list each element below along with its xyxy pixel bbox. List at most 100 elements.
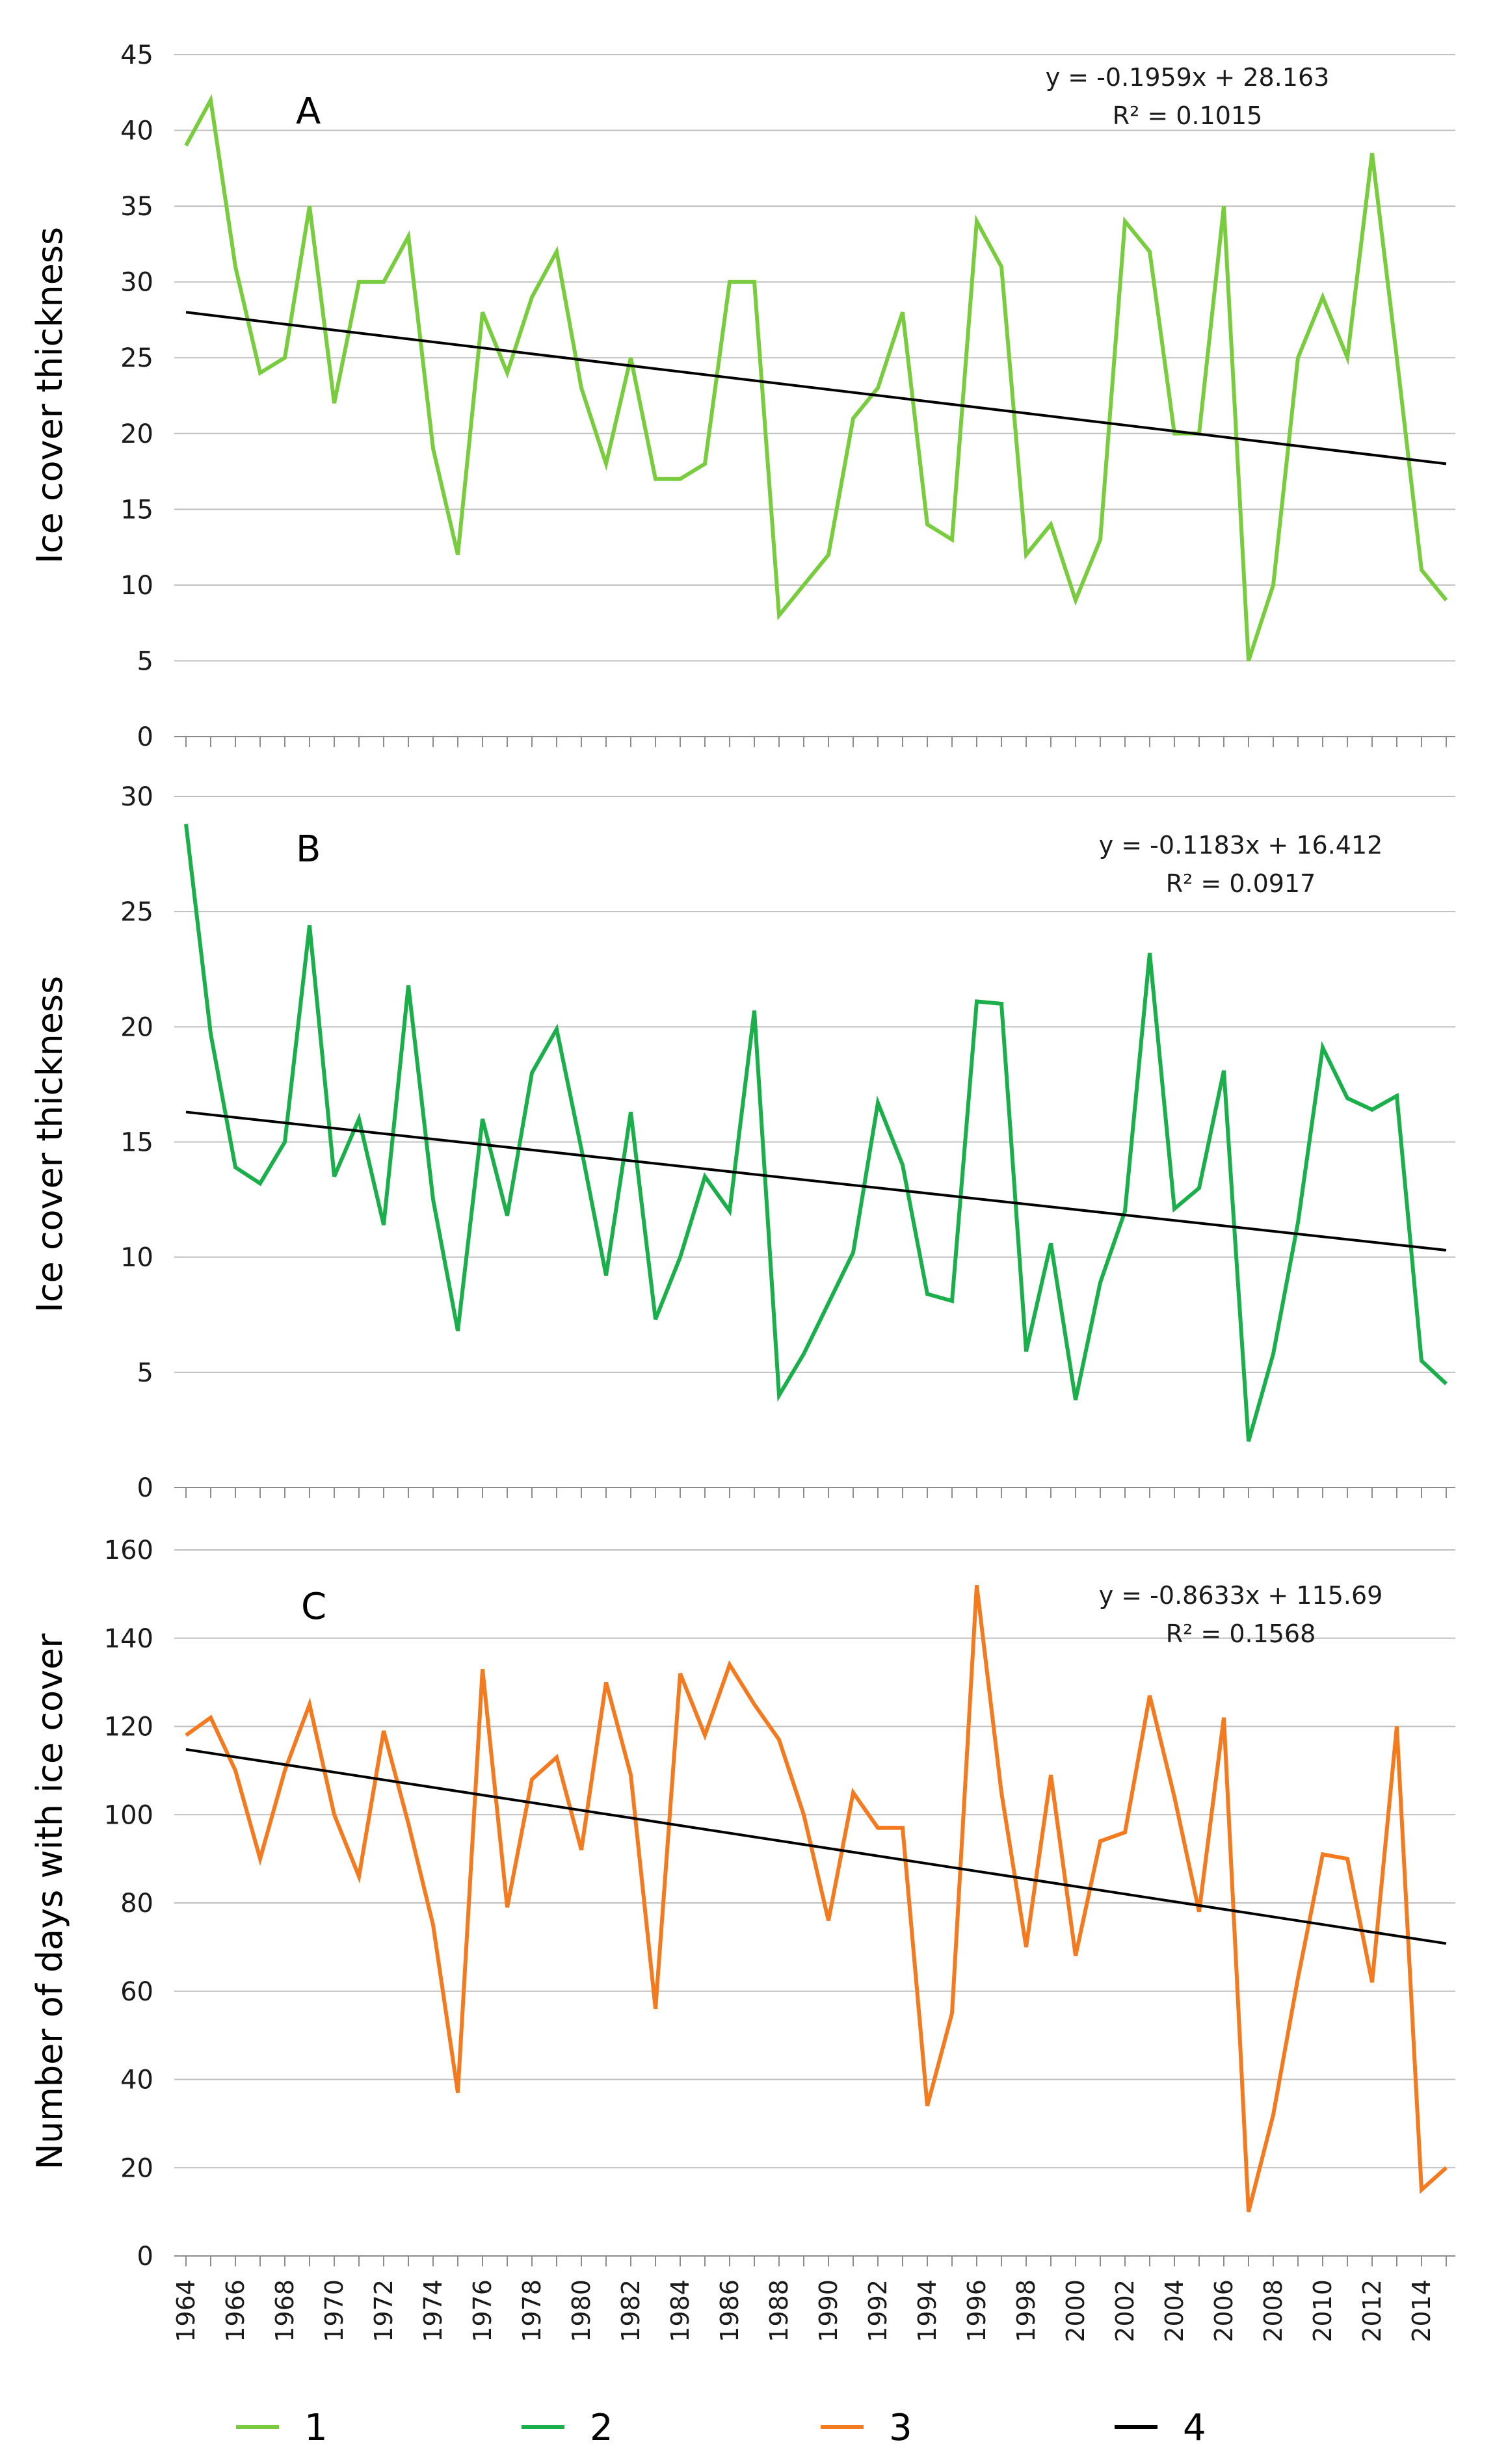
data-point [802, 584, 805, 586]
y-axis-label: Ice cover thickness [29, 227, 70, 564]
data-point [1173, 1207, 1176, 1210]
data-point [531, 296, 533, 298]
data-point [456, 2091, 459, 2094]
trend-line [185, 1748, 1447, 1945]
data-point [308, 924, 311, 926]
y-tick-label: 0 [137, 1473, 153, 1503]
data-point [1050, 523, 1052, 526]
x-tick-label: 2008 [1259, 2279, 1288, 2342]
data-point [1420, 569, 1423, 571]
data-point [877, 1101, 879, 1104]
data-point [506, 1214, 509, 1217]
series-line-2 [184, 824, 1448, 1442]
data-point [407, 984, 410, 987]
data-point [1346, 1857, 1349, 1860]
data-point [827, 1919, 830, 1922]
data-point [407, 235, 410, 238]
data-point [728, 281, 731, 283]
data-point [1148, 250, 1151, 253]
data-point [234, 265, 237, 268]
data-point [555, 250, 558, 253]
y-tick-label: 40 [120, 116, 153, 146]
data-point [1247, 2210, 1250, 2213]
data-point [852, 1791, 854, 1794]
data-point [778, 1394, 780, 1396]
data-point [432, 1198, 434, 1201]
data-point [1074, 1398, 1077, 1401]
data-point [506, 372, 509, 374]
data-point [1025, 1350, 1027, 1353]
data-point [506, 1906, 509, 1909]
data-point [284, 1141, 286, 1144]
data-point [1198, 1186, 1200, 1189]
panel-label: C [301, 1586, 326, 1628]
data-point [284, 1769, 286, 1772]
data-point [1346, 1097, 1349, 1099]
x-tick-label: 2010 [1308, 2279, 1337, 2342]
data-point [1371, 1108, 1373, 1111]
y-tick-label: 0 [137, 2242, 153, 2272]
data-point [605, 1681, 607, 1684]
chart-panel-c: 0 20 40 60 80 100 120 140 160 Number of days with… [29, 1536, 1455, 2272]
data-point [802, 1352, 805, 1355]
y-tick-label: 40 [120, 2065, 153, 2095]
data-point [407, 1822, 410, 1825]
data-point [852, 1252, 854, 1254]
data-point [1148, 1694, 1151, 1697]
data-point [333, 1175, 336, 1178]
data-point [1272, 1352, 1275, 1355]
y-tick-label: 80 [120, 1889, 153, 1919]
data-point [1099, 1840, 1102, 1842]
data-point [778, 614, 780, 617]
data-point [1000, 265, 1003, 268]
y-tick-label: 5 [137, 646, 153, 676]
data-point [382, 1224, 385, 1226]
data-point [1396, 1725, 1398, 1728]
data-point [185, 1734, 187, 1737]
data-point [259, 372, 261, 374]
x-tick-label: 1994 [913, 2279, 942, 2342]
data-point [901, 1827, 904, 1829]
trend-r-squared: R² = 0.0917 [1166, 869, 1316, 898]
data-point [358, 281, 360, 283]
x-tick-label: 1990 [814, 2279, 843, 2342]
data-point [358, 1875, 360, 1878]
y-tick-label: 15 [120, 495, 153, 525]
data-point [333, 402, 336, 404]
series-line-1 [184, 94, 1448, 662]
y-tick-label: 20 [120, 1012, 153, 1042]
data-point [926, 1292, 929, 1295]
data-point [728, 1210, 731, 1212]
y-tick-label: 140 [104, 1624, 153, 1654]
data-point [1074, 1954, 1077, 1957]
x-tick-label: 1968 [271, 2279, 299, 2342]
data-point [1371, 1981, 1373, 1984]
x-tick-label: 1972 [369, 2279, 398, 2342]
y-tick-label: 10 [120, 1243, 153, 1273]
data-point [1025, 1946, 1027, 1948]
data-point [654, 478, 657, 480]
data-point [1074, 599, 1077, 601]
data-point [1247, 659, 1250, 662]
data-point [1173, 1796, 1176, 1798]
data-point [531, 1778, 533, 1781]
data-point [975, 220, 978, 222]
data-point [481, 311, 484, 313]
trend-r-squared: R² = 0.1015 [1113, 101, 1263, 130]
data-point [531, 1071, 533, 1074]
trend-line [185, 1110, 1447, 1252]
data-point [555, 1028, 558, 1030]
data-point [259, 1182, 261, 1185]
data-point [1247, 1440, 1250, 1443]
x-tick-label: 1992 [864, 2279, 892, 2342]
data-point [308, 1703, 311, 1706]
data-point [1297, 1976, 1299, 1979]
data-point [358, 1118, 360, 1120]
legend-label-2: 2 [590, 2407, 613, 2449]
data-point [382, 1729, 385, 1732]
data-point [901, 311, 904, 313]
data-point [629, 356, 632, 359]
data-point [481, 1118, 484, 1120]
data-point [951, 1300, 953, 1302]
data-point [629, 1110, 632, 1113]
